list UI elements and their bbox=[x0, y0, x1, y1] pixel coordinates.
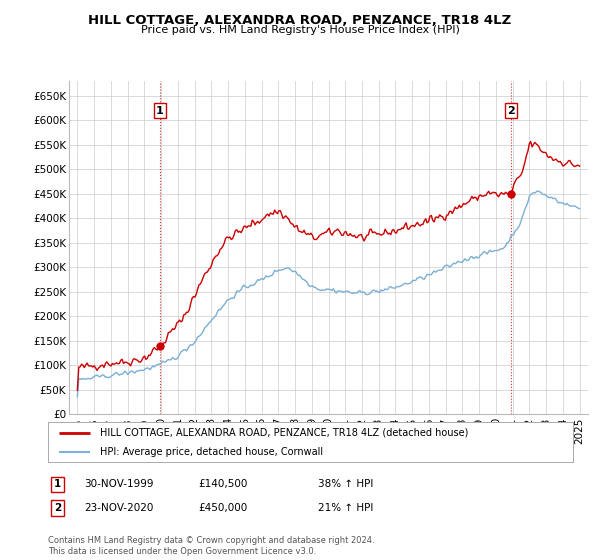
Text: 38% ↑ HPI: 38% ↑ HPI bbox=[318, 479, 373, 489]
Text: Contains HM Land Registry data © Crown copyright and database right 2024.
This d: Contains HM Land Registry data © Crown c… bbox=[48, 536, 374, 556]
Text: HILL COTTAGE, ALEXANDRA ROAD, PENZANCE, TR18 4LZ: HILL COTTAGE, ALEXANDRA ROAD, PENZANCE, … bbox=[88, 14, 512, 27]
Text: 1: 1 bbox=[54, 479, 61, 489]
Text: HPI: Average price, detached house, Cornwall: HPI: Average price, detached house, Corn… bbox=[101, 447, 323, 457]
Text: 2: 2 bbox=[54, 503, 61, 513]
Text: £140,500: £140,500 bbox=[198, 479, 247, 489]
Text: 2: 2 bbox=[508, 106, 515, 115]
Text: 30-NOV-1999: 30-NOV-1999 bbox=[84, 479, 154, 489]
Text: Price paid vs. HM Land Registry's House Price Index (HPI): Price paid vs. HM Land Registry's House … bbox=[140, 25, 460, 35]
Text: 23-NOV-2020: 23-NOV-2020 bbox=[84, 503, 154, 513]
Text: 1: 1 bbox=[156, 106, 164, 115]
Text: £450,000: £450,000 bbox=[198, 503, 247, 513]
Text: HILL COTTAGE, ALEXANDRA ROAD, PENZANCE, TR18 4LZ (detached house): HILL COTTAGE, ALEXANDRA ROAD, PENZANCE, … bbox=[101, 428, 469, 437]
Text: 21% ↑ HPI: 21% ↑ HPI bbox=[318, 503, 373, 513]
